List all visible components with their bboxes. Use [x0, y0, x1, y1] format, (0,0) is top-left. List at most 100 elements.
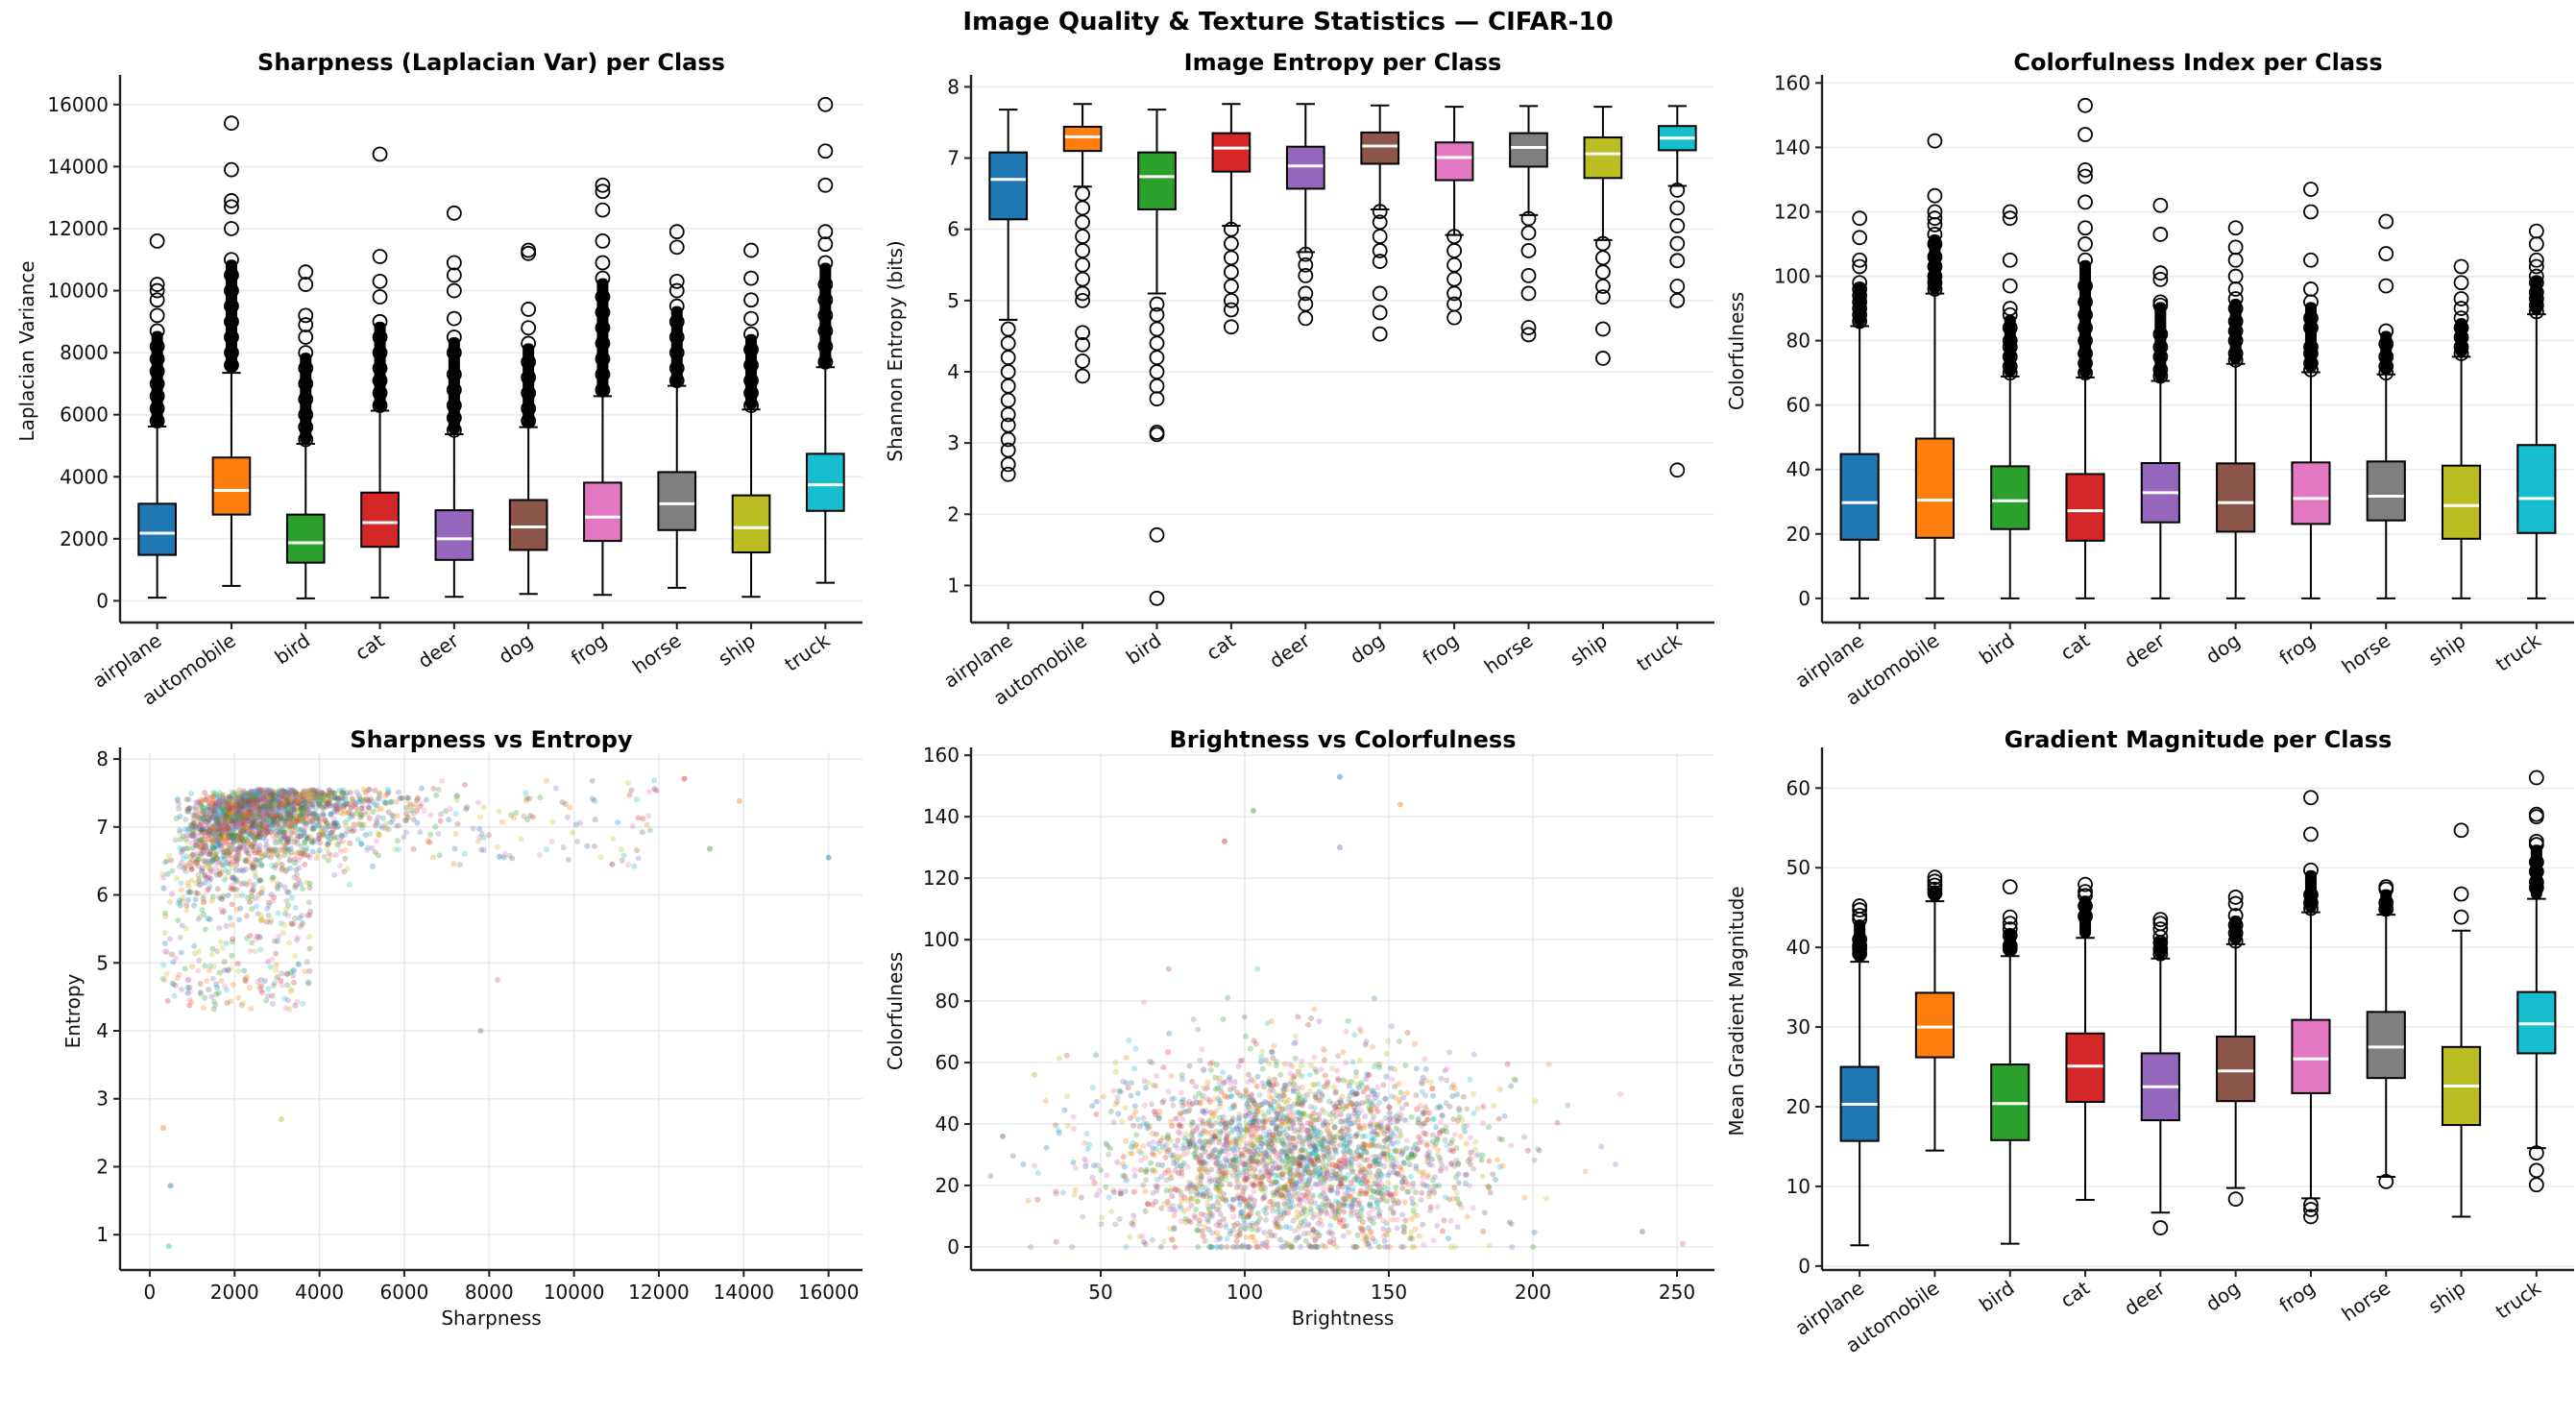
scatter-point [193, 843, 200, 849]
scatter-point [252, 850, 258, 857]
outlier-point [149, 232, 165, 249]
scatter-point [1344, 1143, 1350, 1150]
scatter-point [414, 819, 421, 826]
scatter-point [233, 791, 240, 797]
scatter-point [334, 794, 341, 801]
scatter-point [1197, 1191, 1203, 1198]
scatter-point [299, 797, 305, 804]
scatter-point [1184, 1185, 1191, 1192]
scatter-point [1296, 1223, 1302, 1230]
scatter-point [1234, 1179, 1241, 1185]
scatter-point [1389, 1163, 1396, 1170]
scatter-point [236, 810, 243, 817]
scatter-point [194, 810, 201, 817]
scatter-point [1421, 1241, 1427, 1248]
scatter-point [343, 822, 350, 829]
scatter-point [1373, 1157, 1379, 1163]
scatter-point [189, 844, 196, 851]
scatter-point [1269, 1095, 1276, 1102]
scatter-point [346, 816, 352, 822]
scatter-point [635, 855, 642, 862]
scatter-point [1123, 1080, 1130, 1087]
scatter-point [1273, 1128, 1279, 1135]
scatter-point [1353, 1131, 1360, 1137]
scatter-point [203, 819, 209, 826]
scatter-point [260, 819, 267, 826]
scatter-point [227, 814, 233, 820]
scatter-point [304, 852, 311, 859]
box-deer [2140, 197, 2180, 599]
scatter-point [308, 817, 315, 823]
scatter-point [1335, 1204, 1342, 1210]
outlier-point [1075, 185, 1091, 202]
scatter-point [207, 849, 214, 856]
scatter-point [230, 819, 236, 826]
scatter-point [1300, 1207, 1307, 1213]
scatter-point [1330, 1144, 1337, 1151]
scatter-point [286, 818, 293, 824]
outlier-point [1000, 321, 1016, 337]
scatter-point [250, 801, 256, 808]
scatter-point [1212, 1176, 1219, 1183]
scatter-point [289, 839, 296, 845]
scatter-point [1326, 1098, 1333, 1105]
scatter-point [224, 807, 231, 814]
scatter-point [1398, 1244, 1405, 1251]
scatter-point [249, 906, 255, 913]
scatter-point [1247, 1205, 1253, 1211]
scatter-point [268, 794, 275, 800]
scatter-point [248, 804, 255, 811]
scatter-point [281, 867, 288, 874]
scatter-point [1345, 1117, 1351, 1124]
scatter-point [1565, 1102, 1571, 1109]
scatter-point [257, 835, 264, 842]
scatter-point [1409, 1235, 1416, 1242]
scatter-point [304, 819, 311, 826]
scatter-point [203, 844, 209, 851]
scatter-point [292, 801, 299, 808]
scatter-point [1291, 1073, 1298, 1080]
scatter-point [187, 832, 194, 839]
scatter-point [296, 816, 303, 822]
scatter-point [255, 849, 261, 856]
scatter-point [217, 842, 224, 848]
scatter-point [1246, 1174, 1252, 1181]
scatter-point [1215, 1152, 1222, 1159]
scatter-point [1323, 1162, 1329, 1169]
scatter-point [1216, 1079, 1223, 1086]
scatter-point [250, 799, 256, 806]
outlier-point [817, 96, 834, 112]
scatter-point [1467, 1156, 1473, 1162]
scatter-point [277, 846, 283, 853]
scatter-point [1304, 1189, 1311, 1196]
scatter-point [269, 820, 276, 827]
scatter-point [1369, 1141, 1375, 1148]
scatter-point [274, 818, 280, 825]
scatter-point [242, 819, 249, 826]
scatter-point [216, 870, 223, 877]
scatter-point [1282, 1183, 1289, 1189]
scatter-point [1168, 1185, 1175, 1192]
scatter-point [260, 805, 267, 812]
scatter-point [1208, 1213, 1215, 1220]
scatter-point [226, 805, 232, 812]
scatter-point [1301, 1167, 1308, 1174]
iqr-box [988, 151, 1029, 221]
scatter-point [211, 824, 218, 831]
scatter-point [1361, 1232, 1368, 1238]
scatter-point [278, 801, 284, 808]
scatter-point [196, 882, 203, 889]
scatter-point [242, 866, 249, 872]
scatter-point [249, 824, 255, 831]
scatter-point [1422, 1104, 1429, 1111]
scatter-point [206, 850, 212, 857]
scatter-point [209, 797, 216, 804]
scatter-point [186, 988, 193, 994]
scatter-point [222, 874, 229, 881]
scatter-point [333, 820, 340, 827]
scatter-point [351, 826, 357, 833]
scatter-point [1240, 1187, 1247, 1194]
scatter-point [319, 812, 326, 818]
scatter-point [1351, 1107, 1358, 1113]
scatter-point [1365, 1240, 1372, 1247]
